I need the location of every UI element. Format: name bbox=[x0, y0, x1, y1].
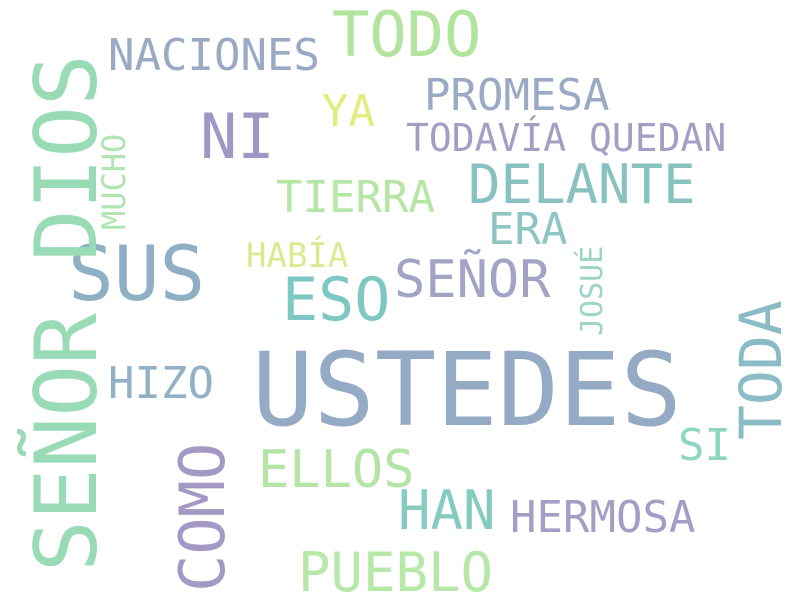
word-josue: JOSUÉ bbox=[575, 245, 610, 336]
word-todavia-quedan: TODAVÍA QUEDAN bbox=[406, 116, 727, 160]
word-todo: TODO bbox=[332, 0, 482, 71]
word-habia: HABÍA bbox=[246, 236, 349, 276]
word-tierra: TIERRA bbox=[276, 172, 435, 223]
word-senor-dios: SEÑOR DIOS bbox=[17, 54, 117, 572]
word-sus: SUS bbox=[68, 229, 206, 318]
word-eso: ESO bbox=[282, 265, 391, 335]
word-hermosa: HERMOSA bbox=[510, 492, 696, 543]
word-delante: DELANTE bbox=[468, 153, 696, 216]
word-promesa: PROMESA bbox=[424, 70, 610, 121]
word-ya: YA bbox=[322, 86, 375, 137]
word-si: SI bbox=[678, 420, 731, 471]
word-toda: TODA bbox=[727, 300, 795, 440]
word-pueblo: PUEBLO bbox=[298, 541, 494, 604]
word-ellos: ELLOS bbox=[258, 440, 415, 500]
word-senor: SEÑOR bbox=[394, 250, 551, 310]
word-mucho: MUCHO bbox=[95, 133, 133, 230]
word-ni: NI bbox=[200, 100, 275, 173]
word-ustedes: USTEDES bbox=[252, 331, 682, 450]
word-hizo: HIZO bbox=[108, 358, 214, 409]
word-como: COMO bbox=[166, 442, 239, 592]
word-han: HAN bbox=[398, 479, 496, 542]
word-naciones: NACIONES bbox=[108, 30, 320, 81]
word-era: ERA bbox=[488, 204, 568, 255]
